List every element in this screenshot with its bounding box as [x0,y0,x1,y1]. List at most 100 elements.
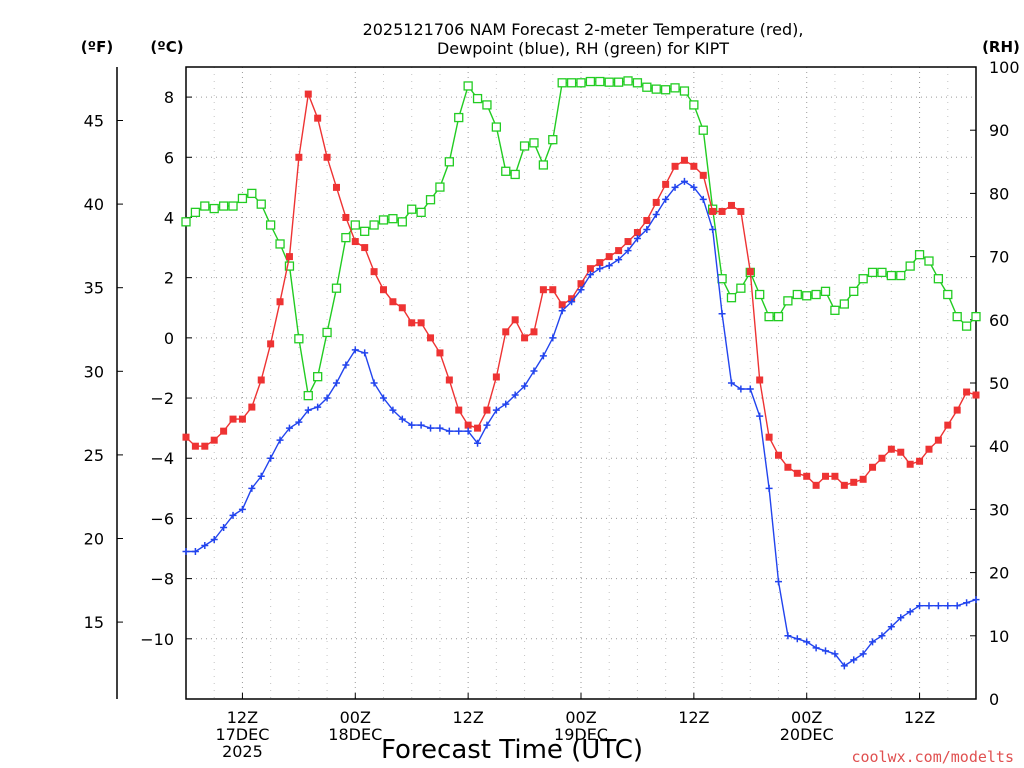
dewpoint-point [699,195,707,203]
rh-point [313,372,323,382]
dewpoint-point [690,183,698,191]
rh-point [783,296,793,306]
dewpoint-point [521,382,529,390]
rh-point [896,270,906,281]
dewpoint-point [417,421,425,429]
temperature-point [380,286,387,294]
rh-point [181,217,191,227]
rh-point [585,76,596,87]
rh-point [933,274,944,284]
rh-point [228,201,238,211]
dewpoint-point [492,406,500,414]
dewpoint-point [191,548,199,556]
temperature-point [840,481,848,489]
dewpoint-point [727,379,735,387]
dewpoint-point [596,265,604,273]
dewpoint-point [643,226,651,234]
temperature-point [775,451,782,459]
temperature-point [897,448,905,456]
temperature-point [671,162,679,170]
dewpoint-point [267,454,275,462]
temperature-point [859,475,867,483]
dewpoint-point [257,472,265,480]
rh-point [651,84,661,94]
rh-point [237,193,248,204]
dewpoint-point [850,656,858,664]
fahrenheit-tick-label: 15 [84,613,104,632]
rh-point [849,286,859,297]
rh-point [275,239,285,249]
temperature-point [483,406,491,414]
rh-tick-label: 40 [989,437,1009,456]
rh-point [886,270,897,281]
rh-point [557,78,567,88]
temperature-point [248,403,256,411]
rh-point [660,85,671,95]
temperature-point [436,349,444,357]
temperature-point [596,259,604,267]
dewpoint-point [502,400,510,408]
rh-point [284,261,295,271]
rh-point [802,291,812,301]
rh-point [529,138,539,148]
dewpoint-point [869,638,877,646]
celsius-tick-label: 0 [164,329,174,348]
x-tick-label: 20DEC [780,725,834,744]
celsius-tick-label: −8 [150,570,174,589]
chart-title-line2: Dewpoint (blue), RH (green) for KIPT [437,39,729,58]
rh-point [689,100,699,110]
temperature-point [756,376,764,384]
rh-point [566,78,577,88]
temperature-point [690,162,698,170]
temperature-point [539,286,547,294]
dewpoint-point [445,427,453,435]
dewpoint-point [483,421,491,429]
x-tick-label: 12Z [227,708,258,727]
temperature-point [276,298,284,306]
x-tick-label: 12Z [904,708,935,727]
rh-point [360,226,370,236]
temperature-point [342,213,350,221]
fahrenheit-tick-label: 45 [84,112,104,131]
rh-point [200,201,210,211]
grid-lines [186,67,976,699]
temperature-point [182,433,190,441]
rh-point [331,283,342,293]
temperature-point [737,207,745,215]
dewpoint-point [351,346,359,354]
rh-point [265,220,276,230]
rh-tick-label: 10 [989,627,1009,646]
temperature-point [351,238,359,246]
rh-point [576,78,586,88]
dewpoint-point [568,298,576,306]
x-tick-label: 2025 [222,742,263,761]
rh-point [454,112,464,123]
temperature-point [220,427,228,435]
temperature-point [304,90,312,98]
rh-point [510,169,520,180]
rh-point [482,100,492,110]
dewpoint-point [182,548,190,556]
dewpoint-point [304,406,312,414]
rh-point [548,135,558,145]
rh-point [538,160,549,170]
temperature-point [530,328,538,336]
rh-point [613,77,624,87]
temperature-point [944,421,952,429]
temperature-point [727,201,735,209]
temperature-point [746,268,754,276]
dewpoint-point [906,608,914,616]
temperature-point [408,319,416,327]
dewpoint-point [897,614,905,622]
dewpoint-point [859,650,867,658]
dewpoint-point [370,379,378,387]
dewpoint-point [201,542,209,550]
temperature-point [784,463,792,471]
dewpoint-point [840,662,848,670]
dewpoint-point [615,256,623,264]
temperature-point [718,207,726,215]
temperature-point [972,391,980,399]
rh-point [877,267,887,278]
temperature-point [812,481,820,489]
